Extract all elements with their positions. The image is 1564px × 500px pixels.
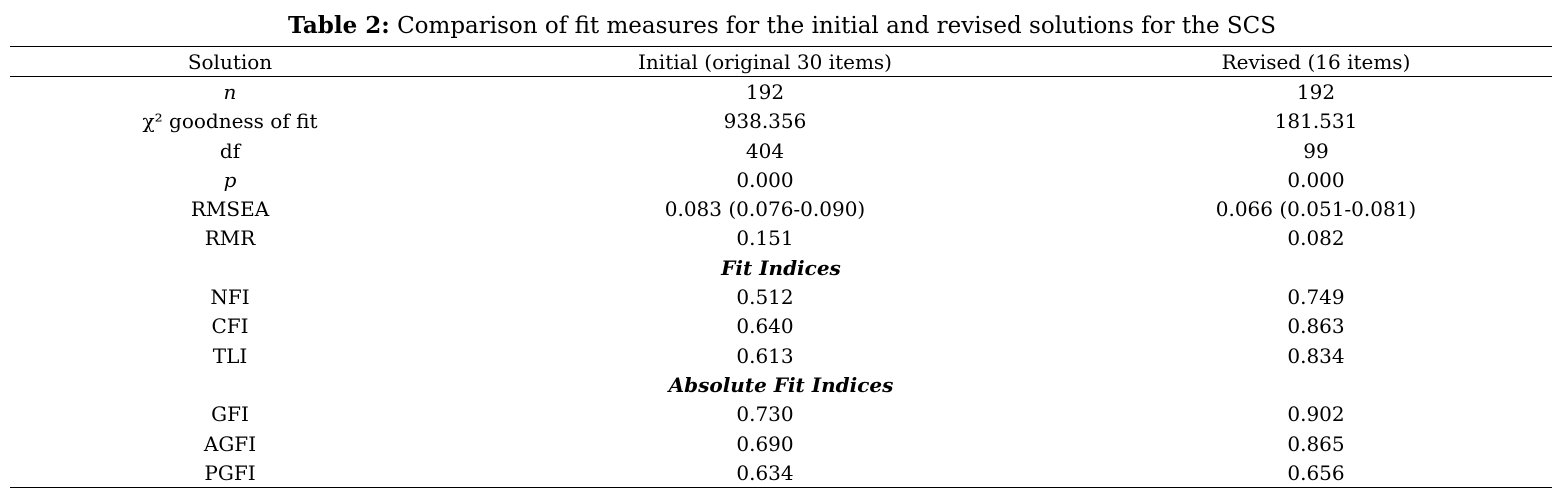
initial-value: 0.151 bbox=[736, 226, 794, 251]
section-heading: Fit Indices bbox=[721, 255, 841, 280]
revised-value: 0.834 bbox=[1287, 343, 1345, 368]
table-row: RMR 0.151 0.082 bbox=[10, 224, 1552, 253]
revised-value: 0.000 bbox=[1287, 167, 1345, 192]
initial-value: 938.356 bbox=[723, 109, 807, 134]
initial-value: 0.690 bbox=[736, 431, 794, 456]
initial-value: 404 bbox=[745, 138, 785, 163]
section-heading: Absolute Fit Indices bbox=[668, 372, 894, 397]
header-initial: Initial (original 30 items) bbox=[450, 45, 1080, 78]
row-label: AGFI bbox=[203, 431, 257, 456]
row-label: RMSEA bbox=[190, 197, 270, 222]
header-revised: Revised (16 items) bbox=[1080, 45, 1552, 78]
revised-value: 99 bbox=[1303, 138, 1329, 163]
table-row: TLI 0.613 0.834 bbox=[10, 341, 1552, 370]
row-label: CFI bbox=[211, 314, 249, 339]
table-row: n 192 192 bbox=[10, 77, 1552, 107]
table-row: NFI 0.512 0.749 bbox=[10, 282, 1552, 311]
revised-value: 0.656 bbox=[1080, 458, 1552, 489]
revised-value: 192 bbox=[1296, 79, 1336, 104]
row-label: χ² goodness of fit bbox=[142, 109, 318, 134]
table-row: RMSEA 0.083 (0.076-0.090) 0.066 (0.051-0… bbox=[10, 194, 1552, 223]
table-caption: Table 2: Comparison of fit measures for … bbox=[0, 10, 1564, 42]
table-row: p 0.000 0.000 bbox=[10, 165, 1552, 194]
table-row: χ² goodness of fit 938.356 181.531 bbox=[10, 107, 1552, 136]
row-label: TLI bbox=[212, 343, 248, 368]
fit-measures-table: Solution Initial (original 30 items) Rev… bbox=[10, 45, 1552, 489]
table-caption-label: Table 2: bbox=[287, 12, 390, 39]
table-row: AGFI 0.690 0.865 bbox=[10, 429, 1552, 458]
initial-value: 0.634 bbox=[450, 458, 1080, 489]
row-label: PGFI bbox=[10, 458, 450, 489]
revised-value: 0.749 bbox=[1287, 285, 1345, 310]
section-row: Fit Indices bbox=[10, 253, 1552, 282]
row-label: NFI bbox=[210, 285, 250, 310]
table-body: n 192 192 χ² goodness of fit 938.356 181… bbox=[10, 77, 1552, 489]
initial-value: 0.730 bbox=[736, 402, 794, 427]
row-label: p bbox=[223, 167, 237, 192]
table-caption-text: Comparison of fit measures for the initi… bbox=[397, 13, 1276, 39]
revised-value: 0.902 bbox=[1287, 402, 1345, 427]
revised-value: 181.531 bbox=[1274, 109, 1358, 134]
initial-value: 192 bbox=[745, 79, 785, 104]
revised-value: 0.066 (0.051-0.081) bbox=[1215, 197, 1417, 222]
initial-value: 0.613 bbox=[736, 343, 794, 368]
row-label: GFI bbox=[211, 402, 249, 427]
header-row: Solution Initial (original 30 items) Rev… bbox=[10, 45, 1552, 78]
table-row: PGFI 0.634 0.656 bbox=[10, 458, 1552, 489]
row-label: RMR bbox=[204, 226, 256, 251]
section-row: Absolute Fit Indices bbox=[10, 370, 1552, 399]
table-header: Solution Initial (original 30 items) Rev… bbox=[10, 45, 1552, 78]
revised-value: 0.082 bbox=[1287, 226, 1345, 251]
revised-value: 0.863 bbox=[1287, 314, 1345, 339]
revised-value: 0.865 bbox=[1287, 431, 1345, 456]
initial-value: 0.512 bbox=[736, 285, 794, 310]
row-label: n bbox=[223, 79, 237, 104]
initial-value: 0.640 bbox=[736, 314, 794, 339]
header-solution: Solution bbox=[10, 45, 450, 78]
table-row: df 404 99 bbox=[10, 136, 1552, 165]
initial-value: 0.000 bbox=[736, 167, 794, 192]
table-row: GFI 0.730 0.902 bbox=[10, 400, 1552, 429]
row-label: df bbox=[219, 138, 241, 163]
initial-value: 0.083 (0.076-0.090) bbox=[664, 197, 866, 222]
table-row: CFI 0.640 0.863 bbox=[10, 312, 1552, 341]
